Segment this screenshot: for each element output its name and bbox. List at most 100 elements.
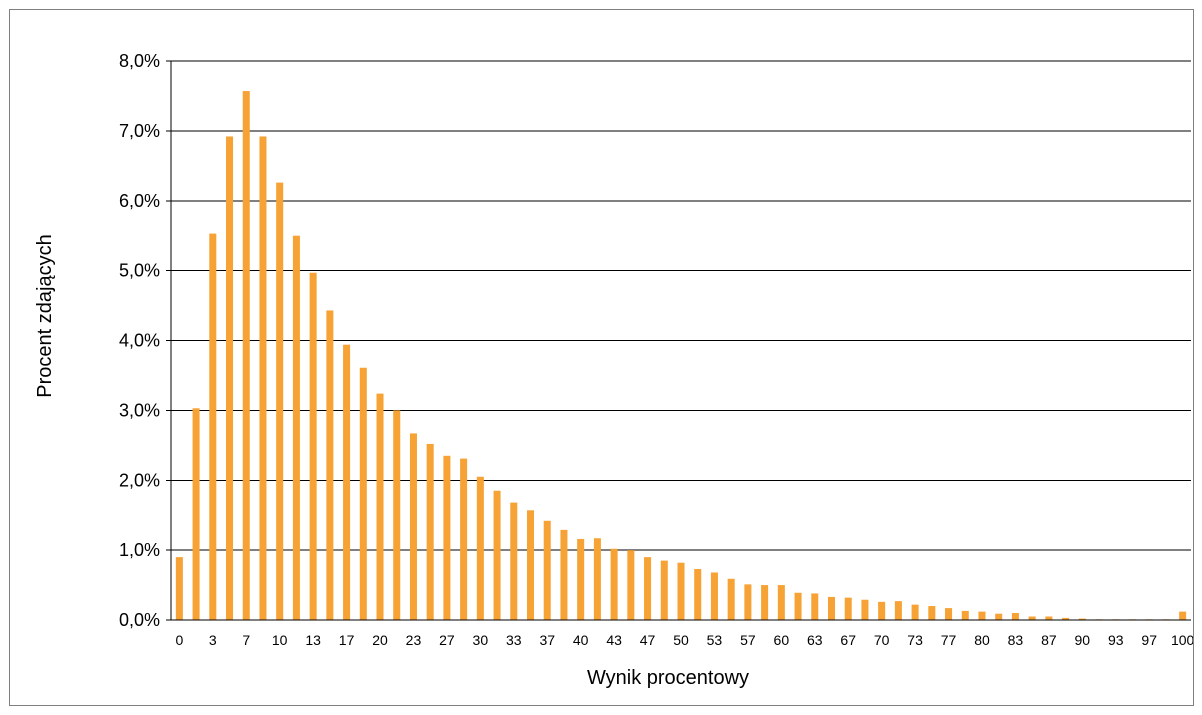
bar (376, 393, 384, 620)
bar (844, 597, 852, 620)
bar (476, 476, 484, 620)
x-tick-label: 43 (606, 632, 622, 648)
x-axis-title: Wynik procentowy (587, 667, 749, 689)
bar (209, 233, 217, 620)
bar (978, 611, 986, 620)
bar (359, 367, 367, 620)
y-tick-labels: 0,0% 1,0% 2,0% 3,0% 4,0% 5,0% 6,0% 7,0% 8,0% (119, 51, 160, 630)
bar (426, 443, 434, 620)
bar (460, 458, 468, 620)
bar (526, 510, 535, 620)
x-tick-label: 97 (1141, 632, 1157, 648)
bar (326, 310, 334, 620)
y-tick-label: 3,0% (119, 400, 160, 420)
bar (610, 548, 618, 620)
x-tick-label: 17 (339, 632, 355, 648)
bar (660, 560, 668, 620)
x-tick-label: 77 (941, 632, 957, 648)
x-tick-label: 27 (439, 632, 455, 648)
bar (1045, 616, 1053, 620)
bar (276, 182, 284, 620)
x-tick-label: 90 (1075, 632, 1091, 648)
bar (393, 410, 401, 620)
bar (409, 433, 417, 620)
x-tick-label: 10 (272, 632, 288, 648)
bar (226, 136, 234, 620)
x-tick-label: 0 (175, 632, 183, 648)
bar (761, 585, 769, 620)
bar (493, 490, 501, 620)
y-tick-label: 6,0% (119, 191, 160, 211)
gridlines (171, 60, 1191, 551)
bar (827, 596, 836, 620)
x-tick-label: 53 (707, 632, 723, 648)
bar (727, 578, 735, 620)
x-tick-label: 47 (640, 632, 656, 648)
bar (1179, 611, 1187, 620)
bar (961, 610, 969, 620)
bar (1028, 616, 1036, 620)
bar (309, 272, 317, 620)
bar (443, 455, 451, 620)
bar (593, 538, 601, 620)
bar (811, 593, 819, 620)
bar (543, 520, 551, 620)
y-tick-label: 1,0% (119, 540, 160, 560)
x-tick-label: 40 (573, 632, 589, 648)
y-axis-title: Procent zdających (34, 234, 56, 397)
y-tick-label: 2,0% (119, 470, 160, 490)
bar (242, 91, 250, 620)
y-tick-label: 8,0% (119, 51, 160, 71)
x-tick-label: 63 (807, 632, 823, 648)
x-tick-label: 57 (740, 632, 756, 648)
x-tick-label: 50 (673, 632, 689, 648)
y-tick-label: 7,0% (119, 121, 160, 141)
x-tick-label: 87 (1041, 632, 1057, 648)
bar (510, 502, 518, 620)
bar (560, 529, 568, 620)
bar (911, 604, 919, 620)
y-tick-label: 5,0% (119, 261, 160, 281)
x-tick-label: 37 (539, 632, 555, 648)
x-tick-label: 33 (506, 632, 522, 648)
bar (677, 562, 685, 620)
x-tick-label: 67 (840, 632, 856, 648)
bars (175, 91, 1187, 620)
axes (166, 60, 1191, 621)
x-tick-label: 80 (974, 632, 990, 648)
x-tick-label: 30 (473, 632, 489, 648)
x-tick-label: 93 (1108, 632, 1124, 648)
x-tick-label: 60 (774, 632, 790, 648)
bar (292, 235, 300, 620)
x-tick-label: 83 (1008, 632, 1024, 648)
bar (794, 592, 802, 620)
bar (777, 585, 785, 620)
bar (343, 344, 351, 620)
bar (928, 606, 936, 620)
bar (1078, 618, 1086, 620)
bar (175, 557, 183, 620)
bar (1011, 613, 1019, 620)
bar (627, 550, 635, 620)
bar (861, 599, 869, 620)
bar (259, 136, 267, 620)
bar (577, 538, 585, 620)
bar (644, 557, 652, 620)
bar (744, 584, 752, 620)
x-tick-label: 7 (242, 632, 250, 648)
bar (694, 568, 702, 620)
bar (710, 572, 718, 620)
x-tick-label: 3 (209, 632, 217, 648)
bar (945, 608, 953, 620)
y-tick-label: 4,0% (119, 331, 160, 351)
bar (894, 601, 902, 620)
y-tick-label: 0,0% (119, 610, 160, 630)
x-tick-label: 70 (874, 632, 890, 648)
x-tick-label: 20 (372, 632, 388, 648)
x-tick-label: 100 (1171, 632, 1193, 648)
bar (878, 601, 886, 620)
x-tick-labels: 0 3 7 10 13 17 20 23 27 30 33 37 40 43 47 50 53 57 60 63 67 7… (175, 632, 1193, 648)
bar (192, 408, 200, 620)
